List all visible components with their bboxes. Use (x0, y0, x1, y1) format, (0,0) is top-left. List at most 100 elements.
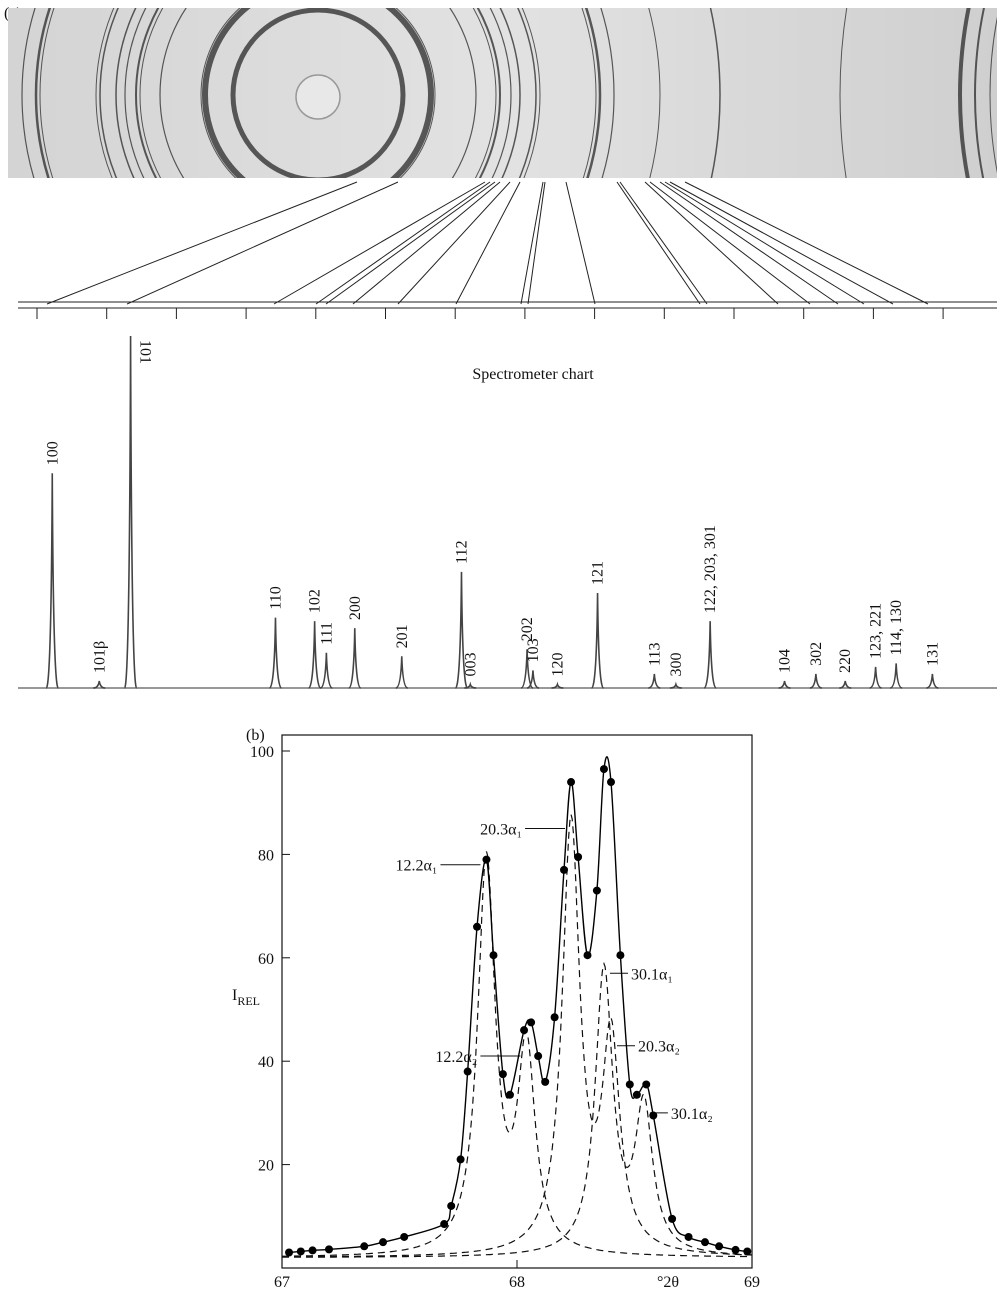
data-point (626, 1080, 634, 1088)
data-point (701, 1238, 709, 1246)
data-point (309, 1246, 317, 1254)
connector-line (521, 182, 543, 304)
x-tick-label: 67 (274, 1274, 290, 1291)
peak (890, 663, 902, 688)
peak (125, 336, 137, 688)
y-axis-label-sub: REL (237, 994, 260, 1008)
peak (269, 618, 281, 688)
peak-label: 200 (347, 596, 364, 620)
connector-line (665, 182, 864, 304)
peak (704, 621, 716, 688)
data-point (616, 951, 624, 959)
peak (592, 593, 604, 688)
connector-line (645, 182, 778, 304)
peak-label: 111 (318, 622, 335, 645)
data-point (607, 778, 615, 786)
data-point (325, 1245, 333, 1253)
connector-line (685, 182, 928, 304)
peak-label: 103 (525, 638, 542, 662)
data-point (715, 1242, 723, 1250)
connector-line (316, 182, 490, 304)
data-point (527, 1018, 535, 1026)
peak-label: 101 (137, 340, 154, 364)
data-point (285, 1248, 293, 1256)
peak (46, 473, 58, 688)
peak-label: 131 (924, 642, 941, 666)
data-point (506, 1091, 514, 1099)
connector-line (528, 182, 545, 304)
plot-frame (282, 735, 752, 1268)
data-point (574, 853, 582, 861)
data-point (379, 1238, 387, 1246)
chart-title: Spectrometer chart (472, 366, 594, 383)
peak-label: 100 (44, 441, 61, 465)
connector-line (127, 182, 398, 304)
component-label: 30.1α₁ (631, 966, 673, 983)
component-curve (282, 815, 752, 1257)
peak (926, 674, 938, 688)
connector-line (353, 182, 500, 304)
y-axis-label: IREL (232, 987, 260, 1008)
y-tick-label: 20 (258, 1158, 274, 1175)
data-point (490, 951, 498, 959)
connector-line (670, 182, 893, 304)
peak-label: 112 (453, 540, 470, 563)
component-label: 12.2α₂ (435, 1049, 477, 1066)
peak-label: 120 (549, 652, 566, 676)
beam-hole (296, 75, 340, 119)
connector-line (566, 182, 595, 304)
panel-label: (b) (246, 727, 265, 744)
peak-label: 122, 203, 301 (702, 525, 719, 613)
component-label: 20.3α₂ (638, 1039, 680, 1056)
data-point (297, 1247, 305, 1255)
peak-label: 201 (394, 624, 411, 648)
x-axis-label: °2θ (657, 1274, 679, 1291)
peak-label: 101β (91, 641, 108, 673)
data-point (633, 1091, 641, 1099)
data-point (520, 1026, 528, 1034)
data-point (447, 1202, 455, 1210)
connector-line (660, 182, 838, 304)
peak (396, 656, 408, 688)
data-point (473, 923, 481, 931)
film-strip (0, 0, 999, 655)
component-label: 12.2α₁ (395, 858, 437, 875)
component-label: 30.1α₂ (671, 1106, 713, 1123)
data-point (567, 778, 575, 786)
peak-label: 300 (668, 652, 685, 676)
figure: (a) Spectrometer chart (b) °2θ IREL 1001… (0, 0, 999, 1293)
peak-label: 102 (307, 589, 324, 613)
peak-label: 104 (777, 649, 794, 673)
peak-label: 110 (267, 586, 284, 609)
data-point (482, 856, 490, 864)
peak-label: 202 (519, 617, 536, 641)
data-point (600, 765, 608, 773)
data-point (534, 1052, 542, 1060)
peak-label: 121 (590, 561, 607, 585)
data-point (551, 1013, 559, 1021)
peak (779, 681, 791, 688)
x-tick-label: 69 (744, 1274, 760, 1291)
data-point (541, 1078, 549, 1086)
data-point (464, 1068, 472, 1076)
peak (810, 674, 822, 688)
data-point (499, 1070, 507, 1078)
data-point (649, 1111, 657, 1119)
y-tick-label: 40 (258, 1054, 274, 1071)
y-tick-label: 100 (250, 744, 274, 761)
peak (839, 681, 851, 688)
peak (93, 681, 105, 688)
data-point (457, 1155, 465, 1163)
peak-label: 123, 221 (868, 603, 885, 659)
data-point (560, 866, 568, 874)
peak (320, 653, 332, 688)
peak (648, 674, 660, 688)
peak-label: 003 (462, 652, 479, 676)
data-point (743, 1247, 751, 1255)
ruler (18, 302, 997, 319)
data-point (732, 1246, 740, 1254)
peak-label: 113 (646, 643, 663, 666)
connector-line (326, 182, 495, 304)
data-point (685, 1233, 693, 1241)
component-label: 20.3α₁ (480, 822, 522, 839)
